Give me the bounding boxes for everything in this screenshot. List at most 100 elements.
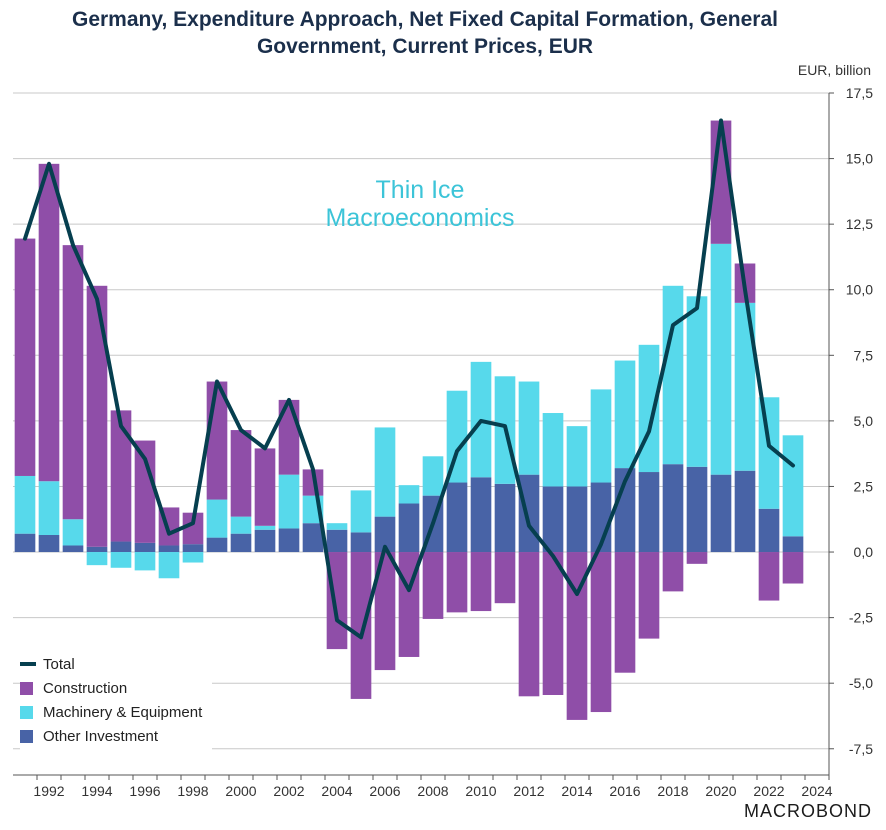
bar-machinery xyxy=(62,519,84,546)
bar-construction xyxy=(494,552,516,604)
bar-machinery xyxy=(590,389,612,483)
bar-other xyxy=(182,544,204,553)
bar-other xyxy=(662,464,684,553)
bar-machinery xyxy=(566,426,588,487)
bar-other xyxy=(134,542,156,553)
bar-other xyxy=(686,466,708,553)
bar-construction xyxy=(38,163,60,482)
bar-other xyxy=(374,516,396,553)
bar-other xyxy=(86,546,108,553)
bar-construction xyxy=(542,552,564,695)
bar-machinery xyxy=(350,490,372,533)
watermark-line-1: Thin Ice xyxy=(375,176,465,204)
chart-title-line-1: Germany, Expenditure Approach, Net Fixed… xyxy=(72,8,778,31)
x-tick-label: 2018 xyxy=(657,783,688,799)
y-axis-unit-label: EUR, billion xyxy=(797,62,871,78)
bar-machinery xyxy=(206,499,228,538)
x-tick-label: 2020 xyxy=(705,783,736,799)
legend-swatch xyxy=(20,662,36,666)
bar-machinery xyxy=(734,302,756,471)
bar-machinery xyxy=(110,552,132,568)
bar-construction xyxy=(566,552,588,720)
bar-other xyxy=(14,533,36,553)
bar-construction xyxy=(350,552,372,699)
legend-label: Other Investment xyxy=(43,727,159,745)
legend-label: Total xyxy=(43,655,75,673)
bar-other xyxy=(158,545,180,553)
bar-machinery xyxy=(782,435,804,537)
legend-swatch xyxy=(20,681,33,695)
y-tick-label: 10,0 xyxy=(846,282,873,298)
bar-other xyxy=(542,486,564,553)
bar-other xyxy=(710,474,732,553)
bar-construction xyxy=(374,552,396,671)
y-tick-label: 12,5 xyxy=(846,216,873,232)
bar-construction xyxy=(302,469,324,496)
chart-title-line-2: Government, Current Prices, EUR xyxy=(256,35,594,58)
bar-construction xyxy=(254,448,276,526)
bar-machinery xyxy=(710,243,732,475)
bar-other xyxy=(110,541,132,553)
x-tick-label: 1994 xyxy=(81,783,112,799)
bar-construction xyxy=(662,552,684,592)
y-tick-label: -7,5 xyxy=(849,741,873,757)
legend-label: Construction xyxy=(43,679,128,697)
bar-machinery xyxy=(662,285,684,465)
bar-construction xyxy=(614,552,636,673)
x-tick-label: 2000 xyxy=(225,783,256,799)
x-tick-label: 1996 xyxy=(129,783,160,799)
bar-machinery xyxy=(38,481,60,535)
x-tick-label: 1998 xyxy=(177,783,208,799)
legend-swatch xyxy=(20,729,33,743)
x-tick-label: 2002 xyxy=(273,783,304,799)
x-tick-label: 2004 xyxy=(321,783,352,799)
y-tick-label: 17,5 xyxy=(846,85,873,101)
y-tick-label: 2,5 xyxy=(854,478,874,494)
x-tick-label: 2012 xyxy=(513,783,544,799)
legend-label: Machinery & Equipment xyxy=(43,703,203,721)
bar-machinery xyxy=(398,485,420,504)
series-line-total xyxy=(23,118,795,640)
legend-item-other: Other Investment xyxy=(20,724,202,748)
x-tick-label: 2016 xyxy=(609,783,640,799)
bar-machinery xyxy=(518,381,540,475)
bar-machinery xyxy=(326,523,348,530)
bar-construction xyxy=(446,552,468,613)
bar-other xyxy=(470,477,492,553)
legend-item-total: Total xyxy=(20,652,202,676)
bar-other xyxy=(206,537,228,553)
y-tick-label: -5,0 xyxy=(849,675,873,691)
bar-construction xyxy=(86,285,108,547)
y-tick-label: 15,0 xyxy=(846,151,873,167)
bar-other xyxy=(38,534,60,553)
bar-machinery xyxy=(686,296,708,467)
bar-machinery xyxy=(14,475,36,534)
bar-construction xyxy=(782,552,804,584)
bar-construction xyxy=(110,410,132,542)
bar-other xyxy=(230,533,252,553)
bar-construction xyxy=(758,552,780,601)
y-tick-label: 0,0 xyxy=(854,544,874,560)
bar-construction xyxy=(638,552,660,639)
brand-logo: MACROBOND xyxy=(743,801,872,821)
chart-title: Germany, Expenditure Approach, Net Fixed… xyxy=(0,6,850,60)
bar-construction xyxy=(134,440,156,543)
legend-item-machinery: Machinery & Equipment xyxy=(20,700,202,724)
bar-other xyxy=(518,474,540,553)
y-tick-label: 7,5 xyxy=(854,347,874,363)
watermark-line-2: Macroeconomics xyxy=(325,204,515,232)
x-tick-label: 2014 xyxy=(561,783,592,799)
x-tick-label: 1992 xyxy=(33,783,64,799)
bar-other xyxy=(302,523,324,553)
bar-other xyxy=(734,470,756,553)
bar-construction xyxy=(422,552,444,619)
bar-machinery xyxy=(134,552,156,571)
bar-other xyxy=(758,508,780,553)
x-tick-label: 2006 xyxy=(369,783,400,799)
bar-construction xyxy=(518,552,540,697)
bar-other xyxy=(350,532,372,553)
bar-machinery xyxy=(446,390,468,483)
bar-construction xyxy=(182,512,204,545)
bar-construction xyxy=(14,238,36,476)
bar-other xyxy=(446,482,468,553)
